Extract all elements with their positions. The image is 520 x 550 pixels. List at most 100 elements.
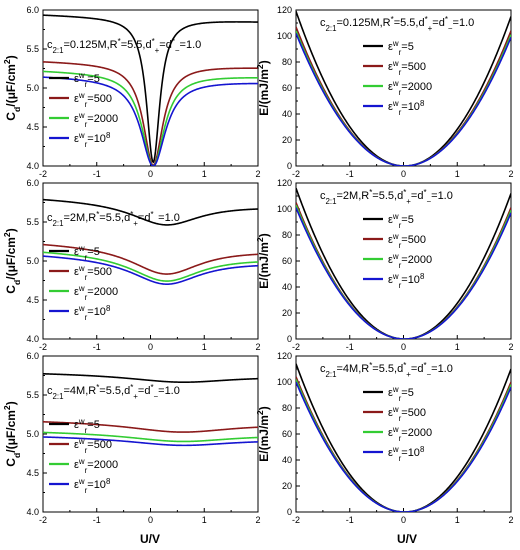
legend-entry: εwr=5 <box>74 71 100 89</box>
series-line <box>43 76 258 166</box>
legend-entry: εwr=2000 <box>388 79 432 97</box>
series-line <box>43 243 258 275</box>
series-line <box>296 11 511 166</box>
series-group <box>296 11 511 166</box>
series-group <box>296 187 511 339</box>
series-line <box>296 33 511 166</box>
y-axis-title: Cd/(μF/cm2) <box>2 55 22 120</box>
x-tick-label: 0 <box>148 342 153 352</box>
y-tick-label: 6.0 <box>26 351 39 361</box>
series-line <box>43 421 258 433</box>
x-tick-label: 2 <box>255 342 260 352</box>
chart-panel-cd-a: -2 -1 0 1 2 4.0 4.5 5.0 5.5 6.0 Cd/(μF/cm2) c2:1=0.… <box>2 5 261 179</box>
legend-entry: εwr=108 <box>388 99 425 117</box>
x-tick-label: 2 <box>508 342 513 352</box>
y-tick-label: 80 <box>282 403 292 413</box>
legend-entry: εwr=500 <box>388 405 426 423</box>
x-tick-label: -1 <box>93 342 101 352</box>
y-tick-label: 5.5 <box>26 44 39 54</box>
series-group <box>43 372 258 447</box>
x-tick-label: 2 <box>255 169 260 179</box>
y-tick-label: 40 <box>282 282 292 292</box>
series-line <box>43 198 258 226</box>
series-line <box>296 187 511 339</box>
x-tick-label: -1 <box>346 342 354 352</box>
y-tick-label: 120 <box>277 178 292 188</box>
legend: εwr=5 εwr=500 εwr=2000 εwr=108 <box>49 244 118 322</box>
y-tick-label: 120 <box>277 5 292 15</box>
y-tick-label: 80 <box>282 57 292 67</box>
y-tick-label: 120 <box>277 351 292 361</box>
legend-entry: εwr=5 <box>388 385 414 403</box>
chart-panel-e-b: -2 -1 0 1 2020406080100120E/(mJ/m2)c2:1=2M,R… <box>255 178 514 352</box>
y-tick-label: 4.5 <box>26 122 39 132</box>
legend-entry: εwr=108 <box>74 131 111 149</box>
x-axis-title-right: U/V <box>397 532 417 546</box>
y-tick-label: 5.0 <box>26 256 39 266</box>
x-tick-label: 1 <box>202 169 207 179</box>
series-line <box>43 14 258 164</box>
x-tick-label: 1 <box>455 169 460 179</box>
legend: εwr=5 εwr=500 εwr=2000 εwr=108 <box>363 385 432 463</box>
y-tick-label: 20 <box>282 481 292 491</box>
x-tick-label: 0 <box>401 342 406 352</box>
series-line <box>43 372 258 384</box>
y-axis-title: E/(mJ/m2) <box>255 406 271 461</box>
y-tick-label: 100 <box>277 377 292 387</box>
legend-entry: εwr=5 <box>388 212 414 230</box>
series-line <box>296 381 511 512</box>
y-tick-label: 40 <box>282 109 292 119</box>
x-tick-label: 1 <box>202 342 207 352</box>
y-tick-label: 20 <box>282 135 292 145</box>
chart-panel-cd-b: -2 -1 0 1 2 4.0 4.5 5.0 5.5 6.0 Cd/(μF/cm2) c2:1=2M… <box>2 178 261 352</box>
x-tick-label: -2 <box>292 169 300 179</box>
y-tick-label: 20 <box>282 308 292 318</box>
legend: εwr=5 εwr=500 εwr=2000 εwr=108 <box>363 39 432 117</box>
series-line <box>296 207 511 339</box>
legend-entry: εwr=108 <box>74 477 111 495</box>
y-tick-label: 4.0 <box>26 334 39 344</box>
x-tick-label: -1 <box>93 169 101 179</box>
legend-entry: εwr=500 <box>388 59 426 77</box>
chart-panel-cd-c: -2 -1 0 1 2 4.0 4.5 5.0 5.5 6.0 Cd/(μF/cm2) c2:1=4M… <box>2 351 261 525</box>
legend: εwr=5 εwr=500 εwr=2000 εwr=108 <box>49 417 118 495</box>
x-tick-label: -1 <box>93 515 101 525</box>
y-axis-title: E/(mJ/m2) <box>255 60 271 115</box>
y-tick-label: 100 <box>277 204 292 214</box>
legend-entry: εwr=5 <box>74 417 100 435</box>
y-tick-label: 5.0 <box>26 83 39 93</box>
chart-panel-e-a: -2 -1 0 1 2020406080100120E/(mJ/m2)c2:1=0.12… <box>255 5 514 179</box>
x-tick-label: -2 <box>39 169 47 179</box>
legend: εwr=5 εwr=500 εwr=2000 εwr=108 <box>49 71 118 149</box>
legend-entry: εwr=500 <box>74 91 112 109</box>
series-line <box>43 251 258 282</box>
legend-entry: εwr=2000 <box>388 252 432 270</box>
x-tick-label: -2 <box>39 342 47 352</box>
series-group <box>296 363 511 512</box>
x-tick-label: 1 <box>202 515 207 525</box>
parameter-annotation: c2:1=4M,R*=5.5,d*+=d*−=1.0 <box>320 361 453 379</box>
y-axis-title: Cd/(μF/cm2) <box>2 401 22 466</box>
y-tick-label: 6.0 <box>26 5 39 15</box>
legend-entry: εwr=500 <box>74 264 112 282</box>
legend-entry: εwr=500 <box>388 232 426 250</box>
x-tick-label: 1 <box>455 515 460 525</box>
y-tick-label: 4.5 <box>26 468 39 478</box>
x-tick-label: -1 <box>346 515 354 525</box>
series-line <box>43 436 258 447</box>
x-tick-label: 1 <box>455 342 460 352</box>
legend-entry: εwr=2000 <box>74 457 118 475</box>
x-tick-label: 0 <box>401 515 406 525</box>
x-tick-label: 0 <box>148 169 153 179</box>
y-tick-label: 60 <box>282 256 292 266</box>
x-tick-label: 0 <box>148 515 153 525</box>
x-axis-title-left: U/V <box>140 532 160 546</box>
x-tick-label: 2 <box>508 169 513 179</box>
series-line <box>296 363 511 512</box>
y-tick-label: 60 <box>282 429 292 439</box>
y-tick-label: 4.0 <box>26 161 39 171</box>
legend-entry: εwr=2000 <box>388 425 432 443</box>
series-group <box>43 198 258 285</box>
